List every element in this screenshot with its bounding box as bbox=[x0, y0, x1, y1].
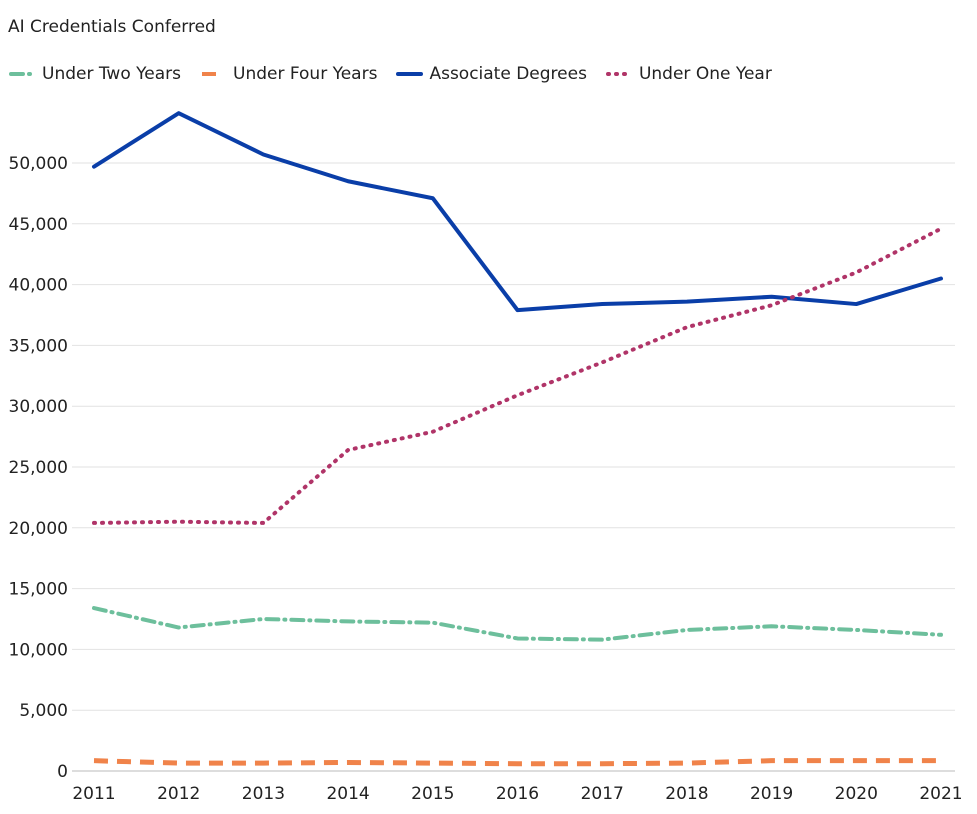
legend-label: Associate Degrees bbox=[429, 64, 587, 84]
y-tick-label: 25,000 bbox=[9, 458, 68, 478]
y-tick-label: 0 bbox=[57, 762, 68, 782]
legend-item: Associate Degrees bbox=[395, 64, 587, 84]
legend-label: Under One Year bbox=[638, 64, 772, 84]
x-tick-label: 2011 bbox=[72, 784, 115, 804]
series-line-associate-degrees bbox=[92, 111, 943, 313]
y-tick-label: 5,000 bbox=[19, 701, 68, 721]
x-tick-label: 2019 bbox=[750, 784, 793, 804]
y-tick-label: 20,000 bbox=[9, 519, 68, 539]
x-tick-label: 2012 bbox=[157, 784, 200, 804]
x-tick-label: 2020 bbox=[835, 784, 878, 804]
y-tick-label: 50,000 bbox=[9, 154, 68, 174]
legend-swatch bbox=[202, 72, 225, 76]
legend-item: Under Four Years bbox=[199, 64, 377, 84]
legend-label: Under Two Years bbox=[42, 64, 181, 84]
series-line-under-two-years bbox=[92, 606, 943, 642]
series-line-under-one-year bbox=[92, 226, 943, 525]
legend-label: Under Four Years bbox=[233, 64, 378, 84]
legend-swatch bbox=[9, 72, 36, 76]
legend-item: Under Two Years bbox=[8, 64, 181, 84]
legend: Under Two Years Under Four Years Associate… bbox=[8, 64, 772, 84]
x-tick-label: 2015 bbox=[411, 784, 454, 804]
y-tick-label: 15,000 bbox=[9, 580, 68, 600]
x-tick-label: 2013 bbox=[242, 784, 285, 804]
y-tick-label: 45,000 bbox=[9, 215, 68, 235]
x-tick-label: 2021 bbox=[919, 784, 962, 804]
legend-item: Under One Year bbox=[605, 64, 772, 84]
y-tick-label: 40,000 bbox=[9, 276, 68, 296]
series-line-under-four-years bbox=[93, 758, 941, 767]
x-tick-label: 2016 bbox=[496, 784, 539, 804]
x-tick-label: 2014 bbox=[326, 784, 369, 804]
x-tick-label: 2017 bbox=[581, 784, 624, 804]
y-tick-label: 10,000 bbox=[9, 640, 68, 660]
x-tick-label: 2018 bbox=[665, 784, 708, 804]
chart-title: AI Credentials Conferred bbox=[8, 17, 216, 37]
legend-swatch bbox=[396, 72, 424, 76]
y-tick-label: 35,000 bbox=[9, 336, 68, 356]
y-tick-label: 30,000 bbox=[9, 397, 68, 417]
